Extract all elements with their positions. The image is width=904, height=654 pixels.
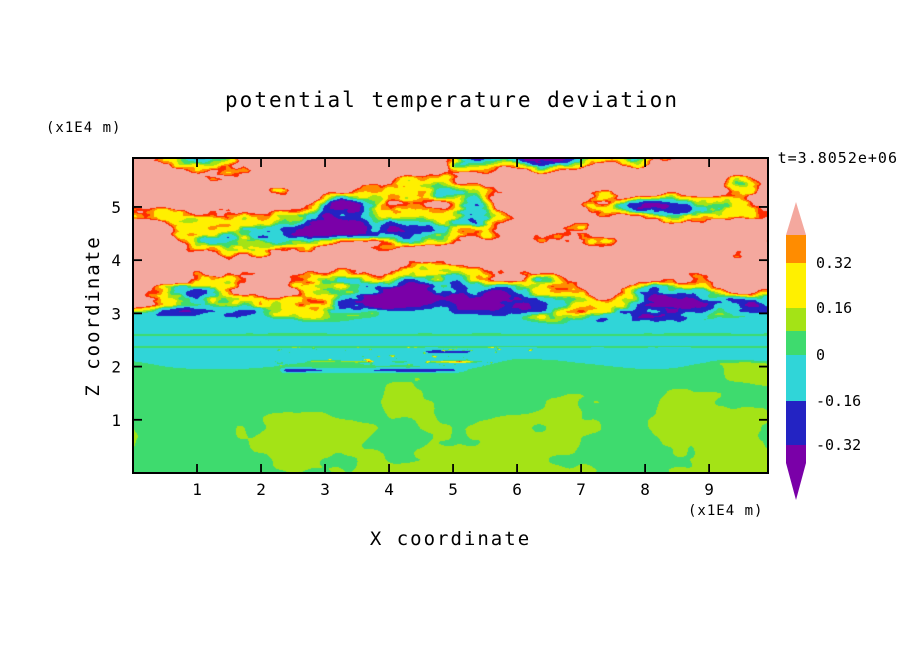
x-tick-label: 3: [320, 480, 330, 499]
colorbar-label: -0.16: [816, 392, 861, 410]
y-tick-label: 5: [111, 198, 121, 217]
x-tick-label: 1: [192, 480, 202, 499]
y-axis-label: Z coordinate: [82, 235, 104, 397]
colorbar-label: 0.32: [816, 254, 852, 272]
x-tick-label: 6: [512, 480, 522, 499]
y-axis-unit-label: (x1E4 m): [46, 120, 122, 136]
y-tick-label: 4: [111, 251, 121, 270]
x-tick-label: 5: [448, 480, 458, 499]
y-tick-label: 1: [111, 411, 121, 430]
x-tick-label: 7: [576, 480, 586, 499]
time-label: t=3.8052e+06: [777, 149, 898, 167]
y-tick-label: 3: [111, 304, 121, 323]
chart-title: potential temperature deviation: [225, 88, 679, 112]
x-tick-label: 8: [640, 480, 650, 499]
x-tick-label: 9: [704, 480, 714, 499]
y-tick-label: 2: [111, 358, 121, 377]
colorbar-label: -0.32: [816, 436, 861, 454]
x-tick-label: 2: [256, 480, 266, 499]
colorbar-label: 0: [816, 346, 825, 364]
colorbar-segment-yellow-green: [786, 308, 806, 331]
colorbar-segment-purple: [786, 445, 806, 463]
colorbar-segment-orange: [786, 235, 806, 263]
colorbar-segment-yellow: [786, 263, 806, 308]
contour-field-canvas: [133, 158, 768, 473]
colorbar-above-max-arrow: [786, 202, 806, 235]
x-axis-unit-label: (x1E4 m): [688, 503, 764, 519]
x-axis-label: X coordinate: [369, 528, 532, 550]
x-tick-label: 4: [384, 480, 394, 499]
colorbar-segment-cyan: [786, 355, 806, 401]
colorbar-segment-blue: [786, 401, 806, 445]
colorbar: 0.32 0.16 0 -0.16 -0.32: [786, 202, 861, 500]
colorbar-segment-green: [786, 331, 806, 355]
colorbar-label: 0.16: [816, 299, 852, 317]
colorbar-below-min-arrow: [786, 463, 806, 500]
